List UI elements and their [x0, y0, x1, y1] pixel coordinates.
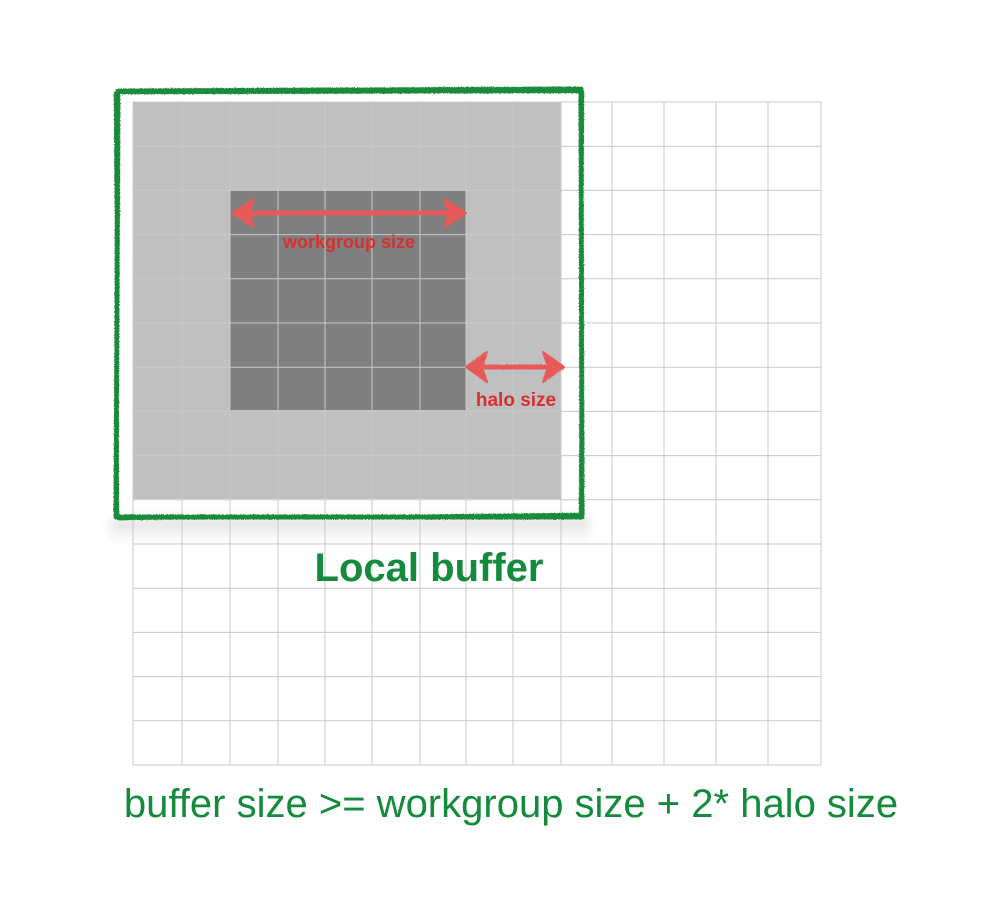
- workgroup-size-label: workgroup size: [282, 232, 415, 252]
- buffer-size-equation: buffer size >= workgroup size + 2* halo …: [124, 782, 898, 826]
- workgroup-size-arrow: [231, 198, 467, 228]
- halo-size-label: halo size: [476, 390, 556, 411]
- local-buffer-label: Local buffer: [315, 546, 544, 590]
- local-buffer-frame: [113, 86, 585, 521]
- workgroup-region: [230, 190, 466, 410]
- local-buffer-shadow: [110, 518, 590, 542]
- halo-size-arrow: [465, 351, 565, 383]
